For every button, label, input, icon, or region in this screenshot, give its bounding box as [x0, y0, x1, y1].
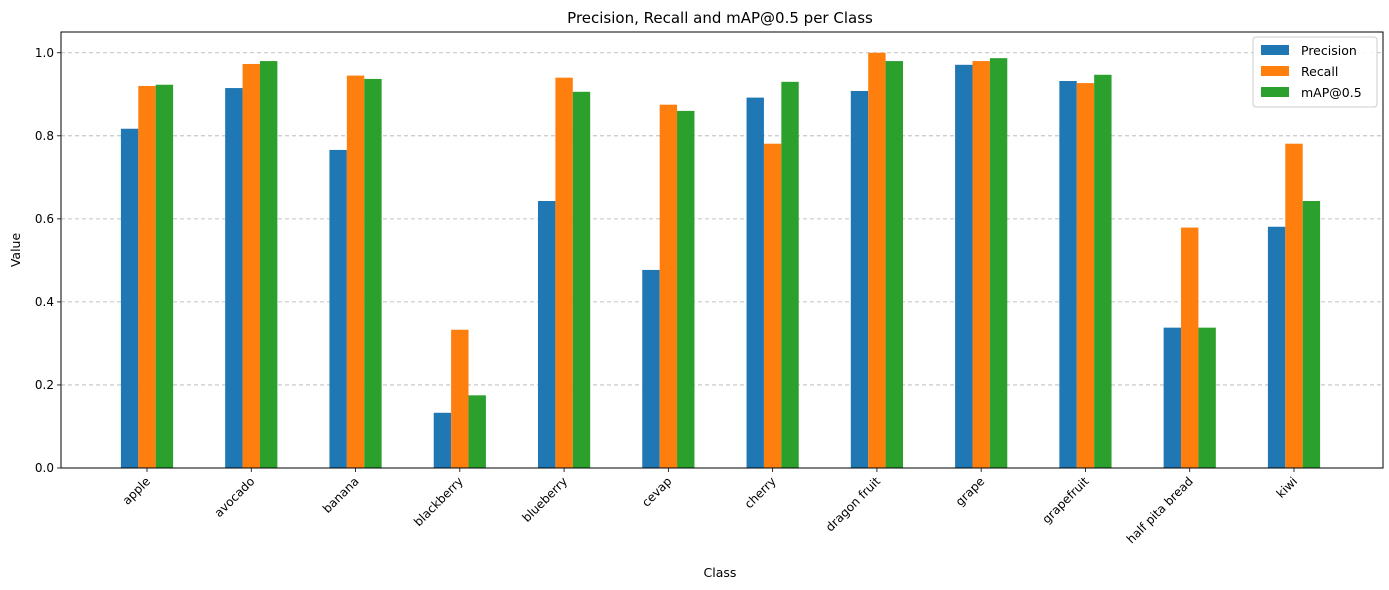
bar-map-0-5 [781, 81, 799, 468]
grid [61, 52, 1383, 386]
legend-swatch [1261, 45, 1289, 55]
bar-recall [138, 85, 156, 468]
legend-label: mAP@0.5 [1301, 85, 1362, 100]
bar-map-0-5 [572, 91, 591, 469]
bar-recall [242, 63, 260, 469]
bar-map-0-5 [885, 61, 904, 469]
x-tick-label: blackberry [411, 474, 466, 529]
bar-precision [433, 412, 452, 468]
y-tick-label: 0.8 [35, 129, 54, 143]
x-tick-label: dragon fruit [823, 474, 883, 534]
bar-recall [972, 61, 990, 469]
x-tick-label: apple [120, 474, 153, 507]
bar-map-0-5 [677, 110, 695, 469]
y-tick-label: 0.6 [35, 212, 54, 226]
bar-precision [642, 269, 660, 468]
bar-map-0-5 [259, 61, 278, 469]
bar-recall [1181, 227, 1199, 468]
bar-recall [763, 143, 782, 469]
x-tick-label: blueberry [520, 474, 571, 525]
x-axis-label: Class [704, 565, 737, 580]
bar-recall [1285, 143, 1303, 469]
bar-precision [537, 201, 556, 469]
bar-recall [868, 52, 886, 469]
bar-precision [746, 97, 764, 469]
y-tick-label: 0.0 [35, 461, 54, 475]
x-tick-label: cevap [639, 474, 674, 509]
x-tick-label: avocado [212, 474, 258, 520]
bar-recall [346, 75, 365, 468]
bar-map-0-5 [364, 78, 382, 468]
x-tick-label: kiwi [1274, 474, 1300, 500]
legend: Precision Recall mAP@0.5 [1252, 36, 1378, 108]
x-tick-label: banana [320, 474, 362, 516]
bar-map-0-5 [468, 395, 486, 468]
bar-map-0-5 [989, 58, 1008, 468]
x-tick-label: half pita bread [1124, 474, 1196, 546]
y-axis-label: Value [8, 233, 23, 268]
legend-label: Precision [1301, 43, 1357, 58]
x-tick-label: grape [953, 474, 988, 509]
x-tick-label: grapefruit [1039, 474, 1091, 526]
bar-recall [555, 77, 573, 468]
bar-recall [451, 329, 469, 468]
y-axis: 0.0 0.2 0.4 0.6 0.8 1.0 [35, 46, 61, 475]
bars [120, 52, 1321, 469]
chart-title: Precision, Recall and mAP@0.5 per Class [567, 9, 873, 27]
bar-precision [850, 90, 869, 468]
plot-frame [60, 31, 1384, 469]
x-axis: apple avocado banana blackberry blueberry cev… [120, 468, 1300, 546]
x-tick-label: cherry [742, 474, 779, 511]
bar-precision [955, 64, 973, 469]
bar-precision [329, 149, 347, 468]
bar-recall [659, 104, 678, 469]
bar-map-0-5 [155, 84, 174, 469]
bar-recall [1076, 83, 1095, 469]
bar-precision [1267, 226, 1286, 468]
legend-swatch [1261, 66, 1289, 76]
bar-precision [225, 88, 243, 469]
bar-precision [1163, 327, 1182, 468]
bar-map-0-5 [1094, 74, 1112, 468]
y-tick-label: 0.2 [35, 378, 54, 392]
bar-precision [1059, 80, 1077, 468]
bar-map-0-5 [1198, 327, 1216, 468]
bar-precision [120, 128, 139, 468]
bar-map-0-5 [1302, 201, 1321, 469]
legend-swatch [1261, 87, 1289, 97]
y-tick-label: 1.0 [35, 46, 54, 60]
legend-label: Recall [1301, 64, 1338, 79]
y-tick-label: 0.4 [35, 295, 54, 309]
